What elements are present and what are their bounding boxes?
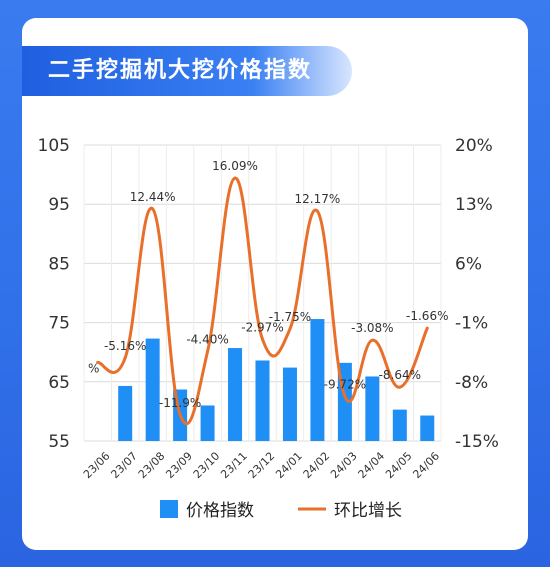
line-point <box>123 356 127 360</box>
line-point <box>96 360 100 364</box>
page-title: 二手挖掘机大挖价格指数 <box>48 58 313 83</box>
bar <box>200 405 215 441</box>
y-right-tick-label: -1% <box>455 314 488 334</box>
line-point <box>370 338 374 342</box>
x-tick-label: 23/07 <box>108 450 140 482</box>
legend: 价格指数 环比增长 <box>160 500 402 521</box>
data-label: -9.72% <box>324 377 366 391</box>
data-label: 12.17% <box>295 192 341 206</box>
data-label: -11.9% <box>159 396 201 410</box>
x-tick-label: 23/08 <box>136 450 168 482</box>
legend-line-label: 环比增长 <box>334 501 402 521</box>
x-tick-label: 23/10 <box>191 450 223 482</box>
y-right-tick-label: 20% <box>455 136 493 156</box>
x-tick-label: 23/11 <box>218 450 250 482</box>
line-point <box>288 327 292 331</box>
bar <box>228 348 243 441</box>
bar <box>365 376 380 441</box>
data-label: -2.97% <box>241 320 283 334</box>
bar <box>145 338 160 441</box>
line-series <box>96 176 429 426</box>
data-label: -4.40% <box>186 332 228 346</box>
data-label: 12.44% <box>130 190 176 204</box>
data-label: -8.64% <box>379 368 421 382</box>
y-left-tick-label: 55 <box>48 432 70 452</box>
y-left-tick-label: 105 <box>38 136 70 156</box>
bar <box>310 319 325 441</box>
title-banner <box>22 46 352 96</box>
bar <box>282 367 297 441</box>
line-point <box>151 207 155 211</box>
data-label: -5.16% <box>104 339 146 353</box>
x-tick-label: 24/02 <box>301 450 333 482</box>
line-point <box>315 209 319 213</box>
y-right-tick-label: -15% <box>455 432 499 452</box>
data-label: -3.08% <box>351 321 393 335</box>
x-tick-label: 23/09 <box>163 450 195 482</box>
data-label: -1.66% <box>406 309 448 323</box>
y-right-tick-label: 6% <box>455 254 482 274</box>
x-tick-label: 23/12 <box>246 450 278 482</box>
x-tick-label: 24/06 <box>410 450 442 482</box>
line-point <box>425 326 429 330</box>
data-label: % <box>88 361 99 375</box>
y-left-tick-label: 65 <box>48 373 70 393</box>
x-tick-label: 24/03 <box>328 450 360 482</box>
x-tick-label: 24/04 <box>356 450 388 482</box>
line-point <box>178 413 182 417</box>
y-left-tick-label: 95 <box>48 195 70 215</box>
data-labels: %-5.16%12.44%-11.9%-4.40%16.09%-2.97%-1.… <box>88 159 448 410</box>
line-point <box>261 337 264 341</box>
bar <box>392 409 407 441</box>
bar <box>118 385 133 441</box>
x-tick-label: 24/01 <box>273 450 305 482</box>
data-label: 16.09% <box>212 159 258 173</box>
y-right-tick-label: 13% <box>455 195 493 215</box>
line-point <box>343 394 347 398</box>
bar <box>255 360 270 441</box>
bar <box>420 415 435 441</box>
line-point <box>398 385 402 389</box>
x-tick-label: 24/05 <box>383 450 415 482</box>
legend-bar-label: 价格指数 <box>186 501 254 521</box>
line-point <box>233 176 237 180</box>
chart-panel <box>22 18 528 550</box>
y-left-tick-label: 75 <box>48 314 70 334</box>
y-left-tick-label: 85 <box>48 254 70 274</box>
data-label: -1.75% <box>269 310 311 324</box>
y-right-tick-label: -8% <box>455 373 488 393</box>
x-tick-label: 23/06 <box>81 450 113 482</box>
line-point <box>206 349 210 353</box>
legend-bar-swatch <box>160 500 178 518</box>
